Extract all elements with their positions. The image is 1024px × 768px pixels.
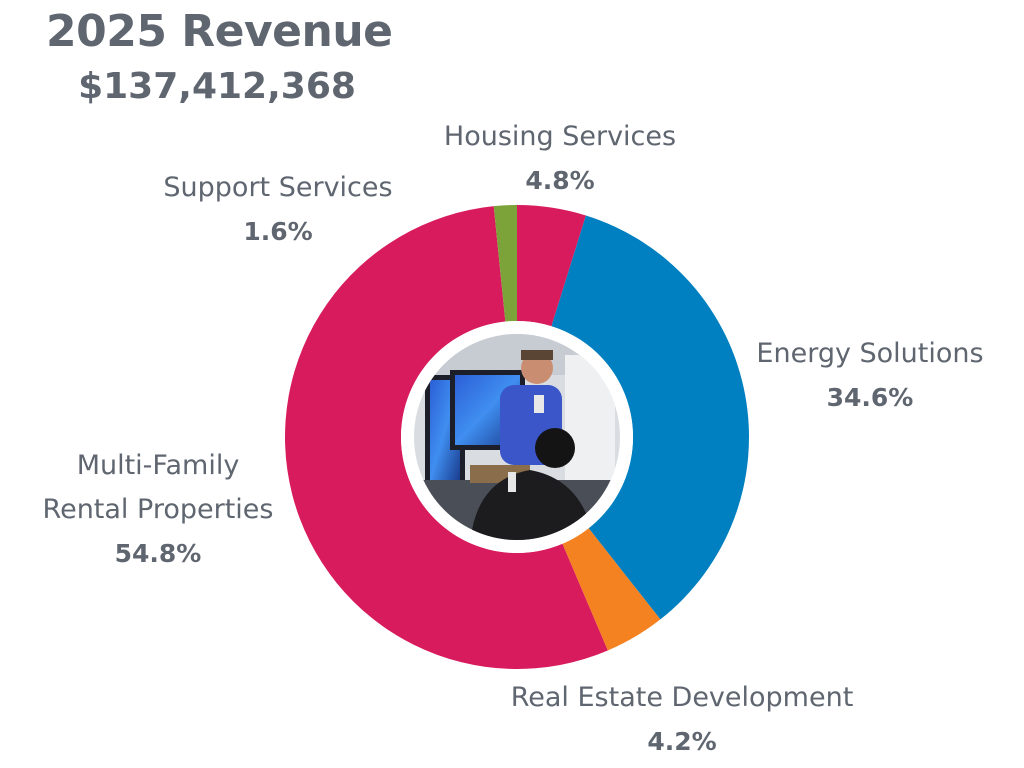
chart-title: 2025 Revenue [46,6,393,57]
slice-real-estate-development [562,528,661,651]
slice-label: Housing Services [444,121,676,152]
slice-label: Rental Properties [43,494,274,525]
slice-percent: 4.2% [647,727,716,756]
slice-label: Real Estate Development [511,682,854,713]
slice-label: Multi-Family [77,450,240,481]
slice-percent: 34.6% [827,383,914,412]
slice-percent: 1.6% [243,217,312,246]
donut-slices [284,205,750,669]
slice-label: Energy Solutions [756,338,983,369]
slice-housing-services [517,205,586,327]
slice-percent: 4.8% [525,166,594,195]
slice-multi-family-rental-properties [284,206,608,669]
slice-percent: 54.8% [115,539,202,568]
slice-support-services [493,205,517,322]
slice-energy-solutions [551,215,750,620]
chart-total-revenue: $137,412,368 [78,66,356,107]
slice-labels: Housing Services 4.8% Energy Solutions 34.6… [43,121,984,756]
slice-label: Support Services [163,172,392,203]
